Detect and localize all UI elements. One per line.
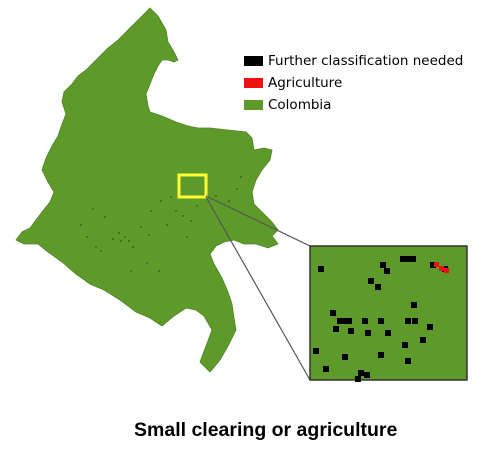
map-texture-speck xyxy=(170,196,172,198)
connector-line-top xyxy=(205,195,311,247)
unclassified-pixel xyxy=(333,326,339,332)
unclassified-pixel xyxy=(430,262,436,268)
map-texture-speck xyxy=(240,176,242,178)
legend: Further classification needed Agricultur… xyxy=(244,50,484,116)
map-texture-speck xyxy=(132,246,134,248)
map-texture-speck xyxy=(92,208,94,210)
map-texture-speck xyxy=(150,210,152,212)
map-texture-speck xyxy=(190,220,192,222)
unclassified-pixel xyxy=(362,318,368,324)
legend-label-further-classification: Further classification needed xyxy=(268,53,464,69)
unclassified-pixel xyxy=(323,366,329,372)
unclassified-pixel xyxy=(384,268,390,274)
unclassified-pixel xyxy=(364,372,370,378)
colombia-map-shape xyxy=(15,7,279,373)
map-texture-speck xyxy=(130,270,132,272)
map-texture-speck xyxy=(182,215,184,217)
unclassified-pixel xyxy=(378,318,384,324)
map-texture-speck xyxy=(175,210,177,212)
legend-item-colombia: Colombia xyxy=(244,94,484,116)
unclassified-pixel xyxy=(411,302,417,308)
unclassified-pixel xyxy=(420,337,426,343)
unclassified-pixel xyxy=(368,278,374,284)
figure-caption: Small clearing or agriculture xyxy=(134,419,398,441)
map-texture-speck xyxy=(128,240,130,242)
unclassified-pixel xyxy=(365,330,371,336)
unclassified-pixel xyxy=(342,354,348,360)
unclassified-pixel xyxy=(402,342,408,348)
connector-line-bottom xyxy=(205,196,311,381)
highlight-box xyxy=(177,173,208,199)
legend-item-agriculture: Agriculture xyxy=(244,72,484,94)
legend-item-further-classification: Further classification needed xyxy=(244,50,484,72)
map-texture-speck xyxy=(196,205,198,207)
unclassified-pixel xyxy=(330,310,336,316)
map-texture-speck xyxy=(166,224,168,226)
unclassified-pixel xyxy=(380,262,386,268)
unclassified-pixel xyxy=(405,318,411,324)
map-texture xyxy=(80,176,242,272)
map-texture-speck xyxy=(104,216,106,218)
map-texture-speck xyxy=(158,270,160,272)
unclassified-pixel xyxy=(427,324,433,330)
inset-pixels xyxy=(313,256,449,382)
map-texture-speck xyxy=(86,236,88,238)
map-texture-speck xyxy=(100,250,102,252)
map-texture-speck xyxy=(228,200,230,202)
map-texture-speck xyxy=(118,232,120,234)
unclassified-pixel xyxy=(412,318,418,324)
map-texture-speck xyxy=(80,224,82,226)
map-texture-speck xyxy=(124,236,126,238)
map-texture-speck xyxy=(236,188,238,190)
unclassified-pixel xyxy=(313,348,319,354)
agriculture-pixel xyxy=(434,262,439,267)
map-texture-speck xyxy=(148,234,150,236)
agriculture-pixel xyxy=(439,266,444,271)
map-texture-speck xyxy=(146,262,148,264)
unclassified-pixel xyxy=(405,256,411,262)
unclassified-pixel xyxy=(358,370,364,376)
map-texture-speck xyxy=(215,195,217,197)
unclassified-pixel xyxy=(378,352,384,358)
unclassified-pixel xyxy=(405,358,411,364)
legend-swatch-colombia xyxy=(244,100,263,110)
map-texture-speck xyxy=(95,246,97,248)
unclassified-pixel xyxy=(348,328,354,334)
legend-label-colombia: Colombia xyxy=(268,97,332,113)
unclassified-pixel xyxy=(346,318,352,324)
unclassified-pixel xyxy=(318,266,324,272)
unclassified-pixel xyxy=(400,256,406,262)
unclassified-pixel xyxy=(337,318,343,324)
map-texture-speck xyxy=(186,236,188,238)
unclassified-pixel xyxy=(355,376,361,382)
legend-label-agriculture: Agriculture xyxy=(268,75,343,91)
map-texture-speck xyxy=(160,200,162,202)
legend-swatch-agriculture xyxy=(244,78,263,88)
map-texture-speck xyxy=(112,238,114,240)
map-texture-speck xyxy=(140,226,142,228)
unclassified-pixel xyxy=(375,284,381,290)
map-texture-speck xyxy=(120,240,122,242)
legend-swatch-further-classification xyxy=(244,56,263,66)
unclassified-pixel xyxy=(342,318,348,324)
agriculture-pixel xyxy=(444,268,449,273)
unclassified-pixel xyxy=(410,256,416,262)
unclassified-pixel xyxy=(385,330,391,336)
